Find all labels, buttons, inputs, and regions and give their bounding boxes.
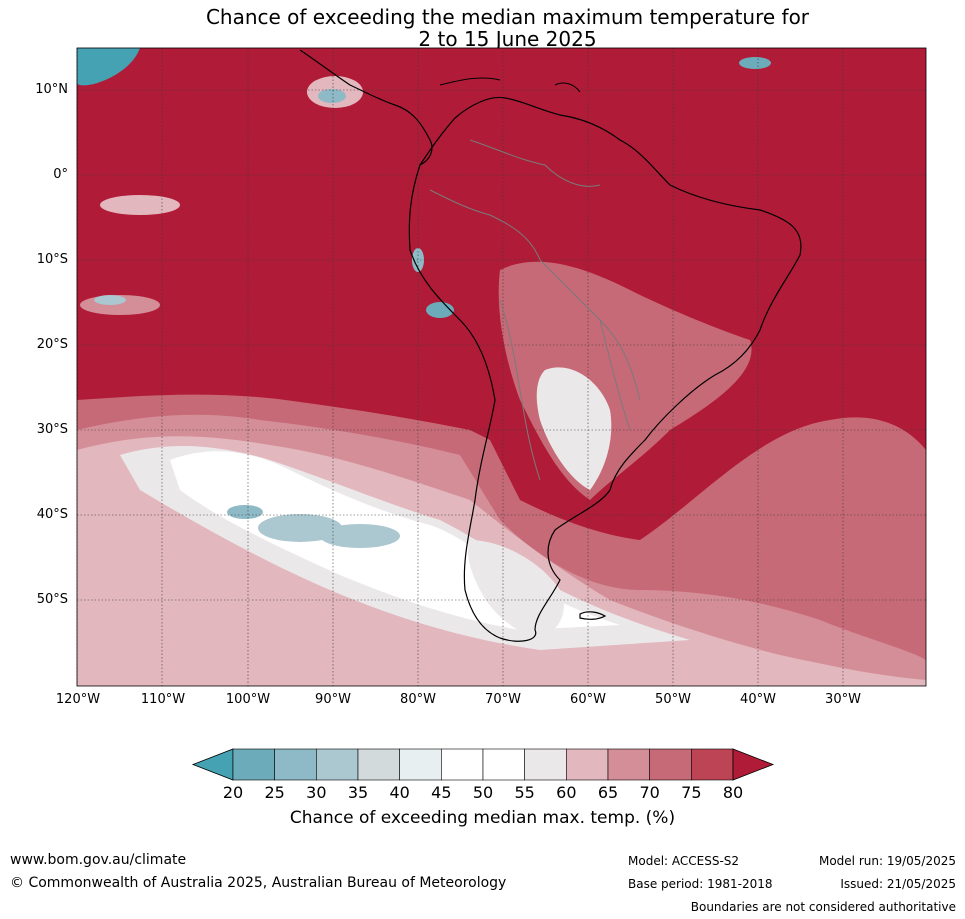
colorbar-segment (524, 748, 567, 781)
lon-label: 120°W (55, 692, 101, 707)
low-chance-corner (77, 48, 140, 86)
lon-label: 30°W (825, 692, 861, 707)
colorbar-tick-label: 70 (639, 783, 660, 802)
colorbar-tick-label: 55 (514, 783, 535, 802)
country-borders (429, 139, 641, 481)
lat-label: 20°S (36, 337, 68, 352)
colorbar-tick-label: 60 (556, 783, 577, 802)
lat-label: 40°S (36, 507, 68, 522)
colorbar-segment (649, 748, 692, 781)
colorbar-tick-label: 80 (722, 783, 744, 802)
colorbar-tick-label: 50 (472, 783, 494, 802)
falkland-islands (579, 611, 607, 620)
colorbar-extend-low (191, 748, 234, 781)
low-chance-patch (318, 89, 346, 103)
coastline-central-america (299, 49, 433, 166)
colorbar-segment (607, 748, 650, 781)
model-run-date: Model run: 19/05/2025 (818, 854, 956, 868)
lon-label: 90°W (315, 692, 351, 707)
lon-label: 70°W (485, 692, 521, 707)
low-chance-patch (227, 505, 263, 519)
website-link[interactable]: www.bom.gov.au/climate (10, 852, 187, 868)
lon-label: 100°W (225, 692, 271, 707)
lat-label: 50°S (36, 592, 68, 607)
colorbar-tick-label: 75 (681, 783, 702, 802)
boundaries-disclaimer: Boundaries are not considered authoritat… (690, 900, 956, 914)
colorbar-segment (232, 748, 275, 781)
patagonia-light (468, 540, 564, 640)
mid-chance-patch (100, 195, 180, 215)
interior-band-55 (536, 367, 612, 490)
colorbar-tick-label: 20 (222, 783, 244, 802)
colorbar-extend-high (732, 748, 775, 781)
lat-label: 30°S (36, 422, 68, 437)
graticule (76, 48, 926, 686)
colorbar-tick-label: 45 (431, 783, 452, 802)
base-period: Base period: 1981-2018 (628, 877, 773, 891)
model-name: Model: ACCESS-S2 (628, 854, 740, 868)
colorbar-label: Chance of exceeding median max. temp. (%… (289, 808, 676, 828)
map-field (77, 48, 926, 686)
colorbar-tick-label: 35 (347, 783, 369, 802)
colorbar (191, 748, 775, 781)
lat-label: 10°S (36, 252, 68, 267)
colorbar-segment (691, 748, 734, 781)
copyright-text: © Commonwealth of Australia 2025, Austra… (10, 875, 507, 891)
lon-label: 50°W (655, 692, 691, 707)
issued-date: Issued: 21/05/2025 (840, 877, 956, 891)
map-title-line-1: Chance of exceeding the median maximum t… (205, 5, 810, 29)
low-chance-patch (94, 295, 126, 305)
lon-label: 110°W (140, 692, 186, 707)
lon-label: 40°W (740, 692, 776, 707)
colorbar-segment (274, 748, 317, 781)
lon-label: 60°W (570, 692, 606, 707)
lat-label: 0° (53, 167, 68, 182)
map-title-line-2: 2 to 15 June 2025 (418, 27, 597, 51)
coastline-caribbean (439, 77, 581, 93)
low-chance-patch (320, 524, 400, 548)
colorbar-segment (482, 748, 525, 781)
colorbar-segment (399, 748, 442, 781)
colorbar-segment (441, 748, 484, 781)
colorbar-tick-label: 25 (264, 783, 285, 802)
colorbar-segment (357, 748, 400, 781)
colorbar-segment (566, 748, 609, 781)
colorbar-segment (316, 748, 359, 781)
map-frame (76, 47, 927, 687)
colorbar-tick-label: 30 (306, 783, 327, 802)
colorbar-tick-label: 40 (389, 783, 410, 802)
colorbar-tick-label: 65 (597, 783, 619, 802)
coastline-south-america (408, 96, 802, 642)
low-chance-patch (739, 57, 771, 69)
lon-label: 80°W (400, 692, 436, 707)
lat-label: 10°N (35, 82, 68, 97)
